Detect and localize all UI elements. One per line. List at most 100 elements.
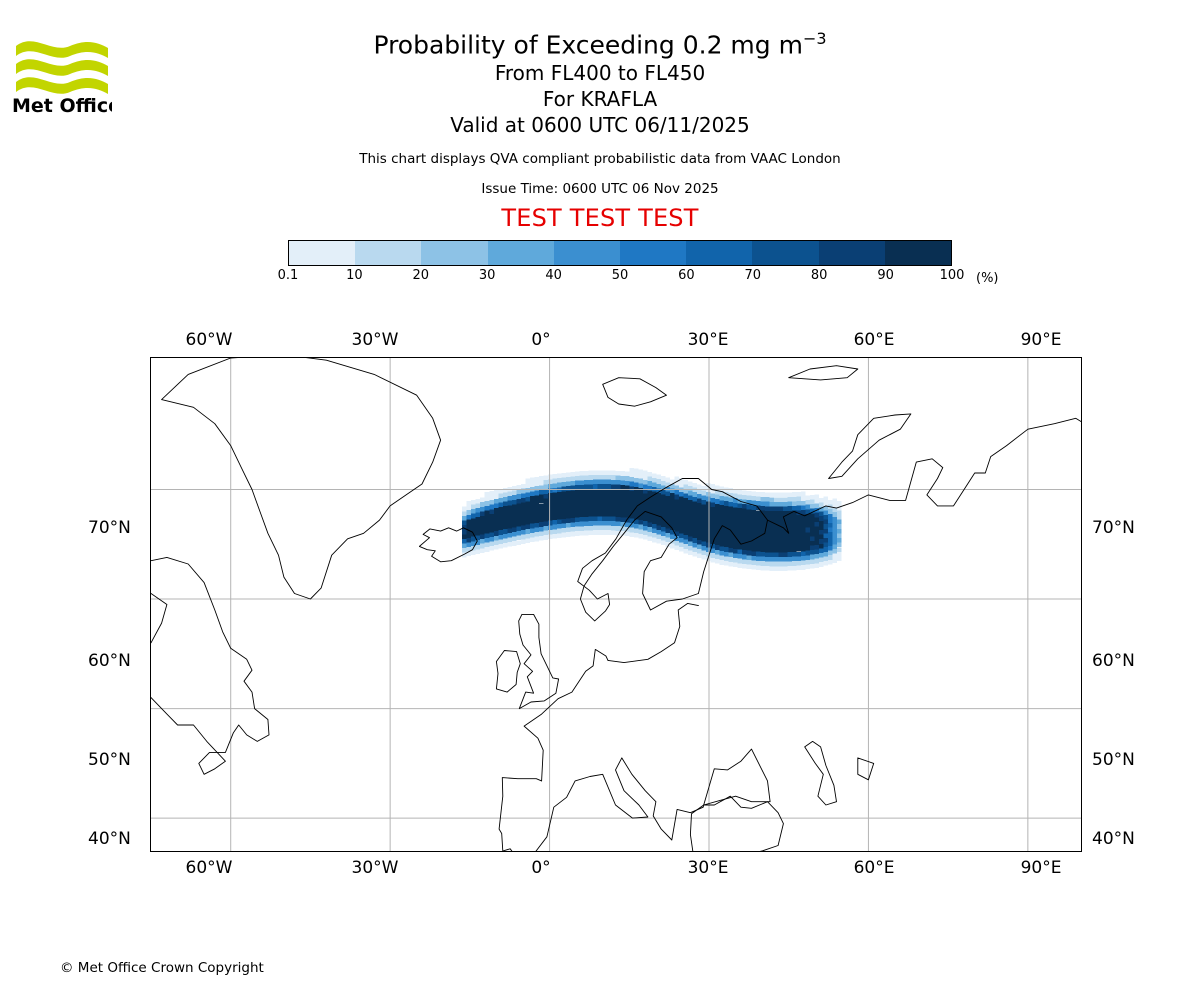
plume-cell (791, 515, 797, 520)
plume-cell (701, 495, 707, 500)
plume-cell (674, 522, 679, 527)
colorbar-tick-70: 70 (744, 268, 762, 283)
plume-cell (706, 556, 711, 562)
map-panel[interactable] (150, 357, 1082, 852)
plume-cell (620, 494, 625, 499)
plume-cell (647, 485, 652, 491)
plume-cell (651, 491, 657, 497)
plume-cell (751, 523, 756, 529)
plume-cell (706, 515, 711, 520)
plume-cell (475, 549, 481, 554)
plume-cell (715, 549, 720, 555)
plume-cell (593, 493, 598, 499)
colorbar-tick-80: 80 (810, 268, 828, 283)
plume-cell (534, 476, 539, 482)
colorbar-segment-5 (620, 241, 687, 265)
plume-cell (837, 542, 842, 548)
plume-cell (570, 504, 576, 509)
plume-cell (778, 543, 783, 548)
plume-cell (742, 545, 747, 551)
plume-cell (719, 541, 725, 547)
plume-cell (837, 515, 842, 520)
plume-cell (773, 534, 779, 539)
plume-cell (462, 548, 467, 553)
plume-cell (828, 518, 833, 524)
plume-cell (566, 481, 571, 487)
plume-cell (552, 524, 558, 530)
plume-cell (819, 534, 824, 540)
plume-cell (507, 514, 512, 520)
plume-cell (692, 533, 698, 539)
plume-cell (823, 561, 829, 566)
plume-cell (755, 496, 761, 502)
plume-cell (742, 494, 747, 500)
plume-cell (710, 530, 716, 535)
plume-cell (805, 513, 810, 519)
plume-cell (547, 529, 553, 535)
plume-cell (502, 538, 508, 544)
plume-cell (520, 484, 526, 489)
plume-cell (782, 506, 788, 512)
plume-cell (570, 508, 576, 514)
plume-cell (837, 519, 842, 525)
plume-cell (764, 515, 770, 521)
plume-cell (588, 493, 594, 499)
plume-cell (566, 527, 571, 533)
plume-cell (462, 515, 467, 521)
plume-cell (480, 539, 485, 544)
plume-cell (615, 516, 621, 522)
plume-cell (543, 479, 548, 485)
plume-cell (782, 547, 788, 553)
plume-cell (782, 511, 788, 516)
plume-cell (760, 538, 765, 543)
plume-cell (620, 521, 625, 527)
plume-cell (620, 489, 625, 495)
plume-cell (638, 474, 643, 479)
plume-cell (552, 483, 558, 488)
graticule-layer (151, 358, 1081, 851)
plume-cell (493, 508, 499, 513)
colorbar-segment-8 (818, 241, 885, 265)
plume-cell (629, 518, 634, 524)
plume-cell (579, 484, 585, 490)
plume-cell (647, 531, 652, 537)
plume-cell (814, 526, 820, 532)
plume-cell (678, 524, 684, 529)
plume-cell (471, 504, 476, 510)
plume-cell (471, 513, 476, 519)
plume-cell (715, 499, 720, 504)
plume-cell (466, 533, 472, 538)
plume-cell (710, 516, 716, 521)
issue-time-label: Issue Time: 0600 UTC 06 Nov 2025 (481, 181, 719, 198)
plume-cell (606, 479, 612, 485)
plume-cell (638, 478, 643, 484)
plume-cell (800, 555, 806, 561)
plume-cell (733, 507, 738, 512)
plume-cell (805, 523, 810, 528)
plume-cell (462, 529, 467, 535)
plume-cell (773, 501, 779, 507)
plume-cell (755, 501, 761, 506)
plume-cell (819, 539, 824, 544)
plume-cell (778, 552, 783, 558)
plume-cell (769, 534, 774, 539)
plume-cell (570, 490, 576, 495)
plume-cell (688, 495, 693, 500)
plume-cell (493, 512, 499, 518)
plume-cell (814, 549, 820, 555)
plume-cell (755, 542, 761, 548)
plume-cell (484, 533, 490, 538)
plume-cell (588, 498, 594, 503)
plume-cell (746, 532, 752, 537)
plume-cell (674, 480, 679, 486)
plume-cell (606, 502, 612, 508)
plume-cell (688, 536, 693, 542)
plume-cell (773, 547, 779, 553)
plume-cell (674, 476, 679, 481)
plume-cell (769, 497, 774, 502)
plume-cell (475, 503, 481, 508)
plume-cell (760, 533, 765, 539)
plume-cell (498, 507, 503, 512)
plume-cell (633, 500, 639, 506)
plume-cell (678, 528, 684, 534)
